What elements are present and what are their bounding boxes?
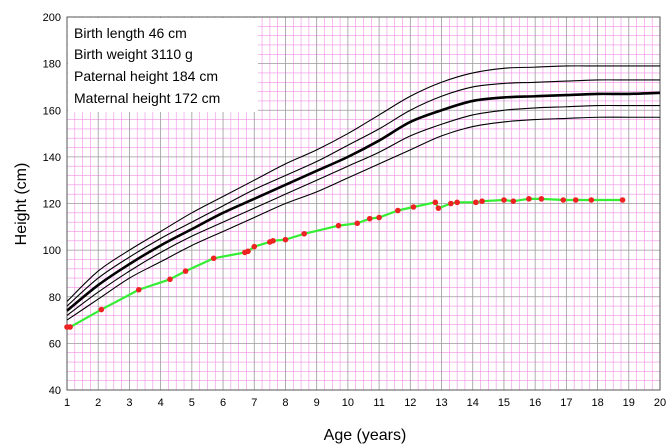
- y-tick-label: 200: [43, 12, 61, 24]
- patient-measurement-point: [432, 199, 439, 206]
- patient-measurement-point: [479, 198, 485, 204]
- patient-measurement-point: [301, 231, 308, 237]
- x-tick-label: 3: [126, 397, 132, 409]
- x-tick-label: 15: [498, 397, 510, 409]
- patient-measurement-point: [354, 220, 361, 227]
- y-tick-label: 160: [43, 105, 61, 117]
- y-tick-label: 40: [49, 385, 61, 397]
- patient-measurement-point: [526, 196, 532, 202]
- patient-series: [64, 196, 626, 330]
- info-maternal-height: Maternal height 172 cm: [74, 90, 220, 106]
- x-tick-label: 1: [64, 397, 70, 409]
- reference-curve-4: [66, 104, 660, 316]
- patient-measurement-point: [282, 236, 289, 243]
- info-birth-length: Birth length 46 cm: [74, 25, 187, 41]
- info-box: Birth length 46 cm Birth weight 3110 g P…: [68, 18, 258, 112]
- patient-measurement-point: [501, 197, 507, 203]
- x-tick-labels: 1 2 3 4 5 6 7 8 9 10 11 12 13 14 15 16 17 18 19 20: [64, 397, 666, 409]
- patient-measurement-point: [245, 248, 251, 255]
- patient-measurement-point: [560, 197, 567, 203]
- info-paternal-height: Paternal height 184 cm: [74, 68, 218, 84]
- patient-measurement-point: [538, 196, 545, 202]
- y-tick-label: 80: [49, 292, 61, 304]
- patient-measurement-point: [619, 197, 626, 203]
- x-tick-label: 2: [95, 397, 101, 409]
- patient-measurement-point: [588, 197, 595, 203]
- patient-measurement-point: [270, 238, 276, 244]
- patient-measurement-point: [572, 197, 579, 203]
- x-tick-label: 20: [654, 397, 666, 409]
- patient-measurement-point: [366, 215, 373, 222]
- patient-measurement-point: [510, 198, 517, 204]
- x-tick-label: 9: [314, 397, 320, 409]
- x-axis-title: Age (years): [324, 427, 407, 444]
- x-tick-label: 4: [158, 397, 164, 409]
- patient-measurement-point: [473, 199, 479, 206]
- info-box-background: [68, 18, 258, 112]
- x-tick-label: 16: [529, 397, 541, 409]
- reference-curves: [66, 65, 661, 321]
- patient-measurement-point: [376, 214, 382, 221]
- x-tick-label: 19: [623, 397, 635, 409]
- y-axis-title: Height (cm): [13, 163, 30, 246]
- x-tick-label: 10: [342, 397, 354, 409]
- x-tick-label: 5: [189, 397, 195, 409]
- y-tick-label: 60: [49, 338, 61, 350]
- info-birth-weight: Birth weight 3110 g: [74, 46, 193, 62]
- reference-curve-5: [66, 116, 660, 321]
- x-tick-label: 17: [560, 397, 572, 409]
- x-tick-label: 13: [435, 397, 447, 409]
- reference-curve-3: [66, 91, 661, 312]
- y-tick-label: 120: [43, 199, 61, 211]
- x-tick-label: 18: [591, 397, 603, 409]
- x-tick-label: 7: [251, 397, 257, 409]
- patient-growth-line: [67, 197, 623, 329]
- patient-measurement-point: [67, 324, 73, 330]
- patient-measurement-point: [135, 286, 142, 293]
- x-tick-label: 14: [467, 397, 479, 409]
- patient-measurement-point: [335, 222, 342, 229]
- y-tick-label: 180: [43, 59, 61, 71]
- patient-measurement-point: [182, 268, 189, 274]
- reference-curve-1: [66, 65, 660, 302]
- y-tick-label: 100: [43, 245, 61, 257]
- patient-measurement-point: [435, 205, 442, 211]
- y-tick-label: 140: [43, 152, 61, 164]
- plot-frame: [66, 16, 661, 391]
- patient-measurement-point: [448, 200, 454, 207]
- x-tick-label: 12: [404, 397, 416, 409]
- patient-measurement-point: [98, 306, 105, 313]
- x-tick-label: 8: [282, 397, 288, 409]
- patient-measurement-point: [410, 204, 417, 210]
- y-tick-labels: 40 60 80 100 120 140 160 180 200: [43, 12, 61, 397]
- patient-measurement-point: [395, 207, 401, 214]
- patient-measurement-point: [167, 276, 173, 283]
- patient-measurement-point: [210, 255, 217, 262]
- reference-curve-2: [66, 79, 660, 307]
- patient-measurement-point: [454, 199, 460, 206]
- x-tick-label: 11: [373, 397, 384, 409]
- x-tick-label: 6: [220, 397, 226, 409]
- patient-measurement-point: [251, 243, 258, 250]
